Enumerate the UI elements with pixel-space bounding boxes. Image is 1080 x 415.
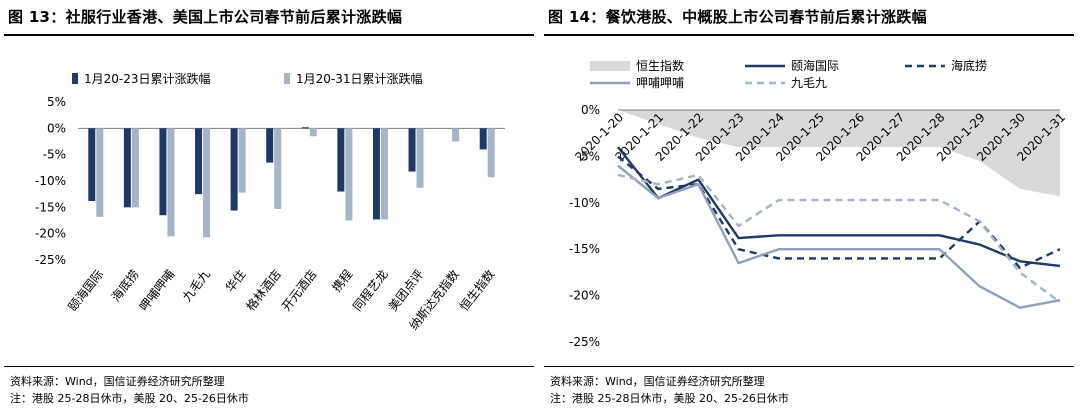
- y-tick-label: -20%: [569, 289, 600, 303]
- left-note-text: 注：港股 25-28日休市，美股 20、25-26日休市: [10, 392, 249, 405]
- bar-2-12: [487, 128, 495, 178]
- y-tick-label: -15%: [35, 200, 66, 214]
- bar-2-5: [238, 128, 246, 193]
- series-line-1: [617, 146, 1061, 268]
- series-line-4: [617, 173, 1061, 304]
- legend-label-3: 呷哺呷哺: [636, 76, 684, 90]
- x-category-label: 九毛九: [180, 267, 213, 304]
- legend-label-4: 九毛九: [791, 76, 827, 90]
- y-tick-label: -20%: [35, 227, 66, 241]
- right-note-text: 注：港股 25-28日休市，美股 20、25-26日休市: [550, 392, 789, 405]
- y-tick-label: -25%: [35, 253, 66, 267]
- x-category-label: 同程艺龙: [349, 267, 390, 314]
- bar-1-10: [408, 128, 416, 172]
- y-tick-label: -10%: [569, 196, 600, 210]
- x-category-label: 恒生指数: [456, 267, 497, 314]
- left-panel-title: 图 13：社服行业香港、美国上市公司春节前后累计涨跌幅: [8, 8, 403, 26]
- bar-1-9: [372, 128, 380, 220]
- bar-1-8: [337, 128, 345, 192]
- x-category-label: 海底捞: [108, 267, 142, 305]
- x-category-label: 格林酒店: [243, 267, 284, 314]
- bar-2-7: [309, 128, 317, 137]
- y-tick-label: 0%: [47, 121, 66, 135]
- y-tick-label: -5%: [577, 149, 600, 163]
- bar-2-8: [345, 128, 353, 221]
- legend-label-1: 颐海国际: [791, 58, 839, 73]
- y-tick-label: -15%: [569, 242, 600, 256]
- bar-1-3: [159, 128, 167, 216]
- left-panel: 图 13：社服行业香港、美国上市公司春节前后累计涨跌幅 1月20-23日累计涨跌…: [4, 8, 534, 405]
- bar-2-3: [167, 128, 175, 237]
- bar-1-7: [301, 127, 309, 129]
- y-tick-label: 5%: [47, 95, 66, 109]
- bar-1-1: [88, 128, 96, 202]
- legend-label-2: 海底捞: [951, 58, 987, 73]
- bar-chart: 1月20-23日累计涨跌幅 1月20-31日累计涨跌幅 5% 0% -5% -10% -15…: [35, 71, 505, 333]
- right-footer-rule: [544, 366, 1074, 367]
- y-tick-label: 0%: [581, 103, 600, 117]
- x-category-label: 颐海国际: [65, 267, 106, 314]
- area-hsi: [618, 110, 1060, 197]
- x-category-label: 开元酒店: [279, 267, 320, 313]
- right-source-text: 资料来源：Wind，国信证券经济研究所整理: [550, 375, 765, 388]
- legend-swatch-1: [72, 73, 78, 84]
- bar-2-4: [203, 128, 211, 238]
- bar-2-9: [380, 128, 388, 220]
- bar-1-5: [230, 128, 238, 211]
- left-footer-rule: [4, 366, 534, 367]
- y-tick-label: -10%: [35, 174, 66, 188]
- legend-label-0: 恒生指数: [636, 58, 684, 73]
- left-title-rule: [4, 34, 534, 36]
- bar-1-6: [266, 128, 274, 163]
- y-tick-label: -5%: [43, 148, 66, 162]
- legend-swatch-area: [590, 61, 630, 71]
- bar-2-6: [274, 128, 282, 209]
- series-line-3: [617, 164, 1061, 309]
- legend-label-2: 1月20-31日累计涨跌幅: [296, 71, 423, 86]
- bar-2-1: [96, 128, 104, 217]
- bar-2-10: [416, 128, 424, 188]
- bar-2-11: [452, 128, 460, 142]
- bar-2-2: [131, 128, 139, 208]
- right-panel: 图 14：餐饮港股、中概股上市公司春节前后累计涨跌幅 恒生指数 颐海国际 海底捞呷哺…: [540, 0, 1080, 415]
- legend-label-1: 1月20-23日累计涨跌幅: [84, 71, 211, 86]
- bar-1-4: [195, 128, 203, 195]
- bar-1-2: [123, 128, 131, 208]
- legend-swatch-2: [284, 73, 290, 84]
- y-tick-label: -25%: [569, 335, 600, 349]
- x-category-label: 呷哺呷哺: [137, 267, 178, 313]
- bar-1-12: [479, 128, 487, 150]
- right-title-rule: [544, 34, 1074, 36]
- x-category-label: 携程: [329, 267, 356, 295]
- right-panel-title: 图 14：餐饮港股、中概股上市公司春节前后累计涨跌幅: [548, 8, 927, 26]
- left-source-text: 资料来源：Wind，国信证券经济研究所整理: [10, 375, 225, 388]
- x-category-label: 华住: [223, 267, 249, 295]
